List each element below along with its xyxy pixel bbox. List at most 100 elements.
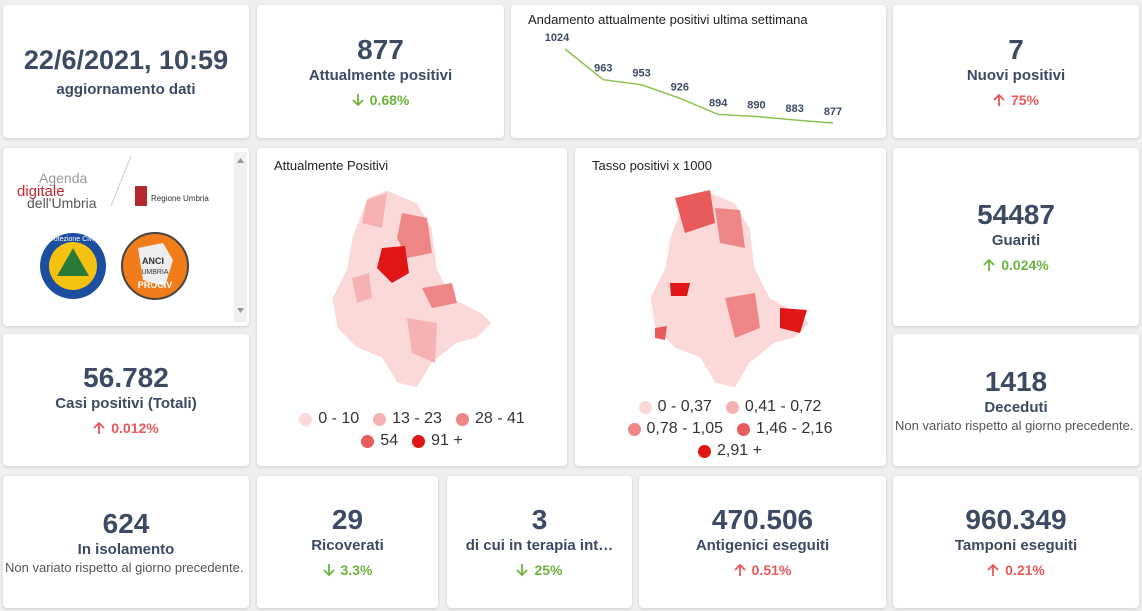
data-label: 890 [747,99,765,111]
legend-item: 2,91 + [698,442,762,460]
change-text: 0.012% [111,420,159,436]
logo-text: ANCI [142,256,164,266]
stat-value: 3 [531,504,548,535]
map-region [362,193,387,228]
map-card: Tasso positivi x 1000 0 - 0,37 0,41 - 0,7… [575,148,886,466]
legend-label: 0 - 10 [318,410,360,427]
stat-card: 1418 Deceduti Non variato rispetto al gior… [893,334,1139,466]
map-region [397,213,432,258]
legend-dot [698,444,712,458]
legend-dot [638,400,652,414]
map-title: Tasso positivi x 1000 [592,158,712,173]
stat-card: 960.349 Tamponi eseguiti 0.21% [893,476,1139,608]
stat-change: 0.68% [352,90,409,110]
legend-item: 0 - 10 [299,410,359,428]
scroll-down[interactable] [237,308,244,313]
map-region [331,189,493,389]
legend-dot [412,434,426,448]
stat-card: 470.506 Antigenici eseguiti 0.51% [639,476,886,608]
logo-text: Protezione Civile [47,236,100,243]
legend-item: 1,46 - 2,16 [737,420,833,438]
stat-label: Deceduti [984,399,1048,416]
change-text: 0.024% [1001,257,1049,273]
map [331,189,493,389]
trend-arrow [983,258,995,271]
legend-label: 91 + [431,432,463,449]
legend-label: 28 - 41 [474,410,525,427]
map [649,189,811,389]
logo-text: Agenda [39,170,87,186]
legend-item: 0,78 - 1,05 [627,420,724,438]
logo-text: Regione Umbria [151,194,209,203]
change-text: 3.3% [340,562,373,578]
stat-value: 54487 [977,199,1055,230]
logo-text: dell'Umbria [27,195,97,211]
stat-label: Casi positivi (Totali) [55,395,197,412]
anci-logo [138,243,173,286]
trend-title: Andamento attualmente positivi ultima se… [528,12,808,27]
legend-label: 1,46 - 2,16 [756,420,833,437]
data-label: 883 [786,103,804,115]
stat-value: 29 [331,504,364,535]
stat-label: Antigenici eseguiti [695,537,830,554]
arrow-shape [987,563,999,576]
trend-arrow [516,564,529,577]
stat-card: 29 Ricoverati 3.3% [257,476,438,608]
stat-value: 624 [102,508,150,539]
stat-label: Guariti [991,232,1041,249]
map-region [407,318,437,363]
legend-dot [455,412,469,426]
trend-line [564,48,834,124]
stat-value: 470.506 [711,504,814,535]
legend: 0 - 0,37 0,41 - 0,72 0,78 - 1,05 1,46 - 2,1… [610,398,850,460]
legend-label: 2,91 + [717,442,762,459]
map-region [725,293,760,338]
legend-label: 0,78 - 1,05 [646,420,724,437]
arrow-shape [322,564,335,577]
legend-dot [361,434,375,448]
trend-arrow [352,93,364,106]
stat-note: Non variato rispetto al giorno precedent… [5,560,244,575]
legend-label: 0,41 - 0,72 [744,398,822,415]
stat-change: 0.51% [734,560,792,580]
arrow-shape [983,258,995,271]
logos: Agenda digitale dell'Umbria Regione Umbr… [17,152,247,322]
data-label: 894 [709,97,728,109]
scrollbar[interactable] [234,152,247,322]
map-region [352,273,372,303]
stat-card: 877 Attualmente positivi 0.68% [257,5,504,138]
stat-label: Tamponi eseguiti [954,537,1078,554]
stat-change: 3.3% [322,560,373,580]
data-label: 877 [824,106,842,118]
change-text: 0.21% [1005,562,1045,578]
map-region [670,283,690,296]
trend-arrow [93,421,105,434]
legend-dot [299,412,313,426]
legend-label: 0 - 0,37 [657,398,712,415]
legend-item: 13 - 23 [373,410,442,428]
map-region [780,308,807,333]
change-text: 75% [1010,91,1040,108]
scroll-up[interactable] [237,158,244,163]
legend-item: 0 - 0,37 [638,398,712,416]
stat-note: Non variato rispetto al giorno precedent… [895,418,1134,433]
stat-label: Attualmente positivi [308,66,453,84]
logos-card: Agenda digitale dell'Umbria Regione Umbr… [3,148,249,326]
stat-change: 0.012% [93,418,159,438]
trend-card: Andamento attualmente positivi ultima se… [511,5,886,138]
legend-label: 13 - 23 [392,410,442,427]
logo-text: UMBRIA [141,269,169,276]
map-region [655,326,667,340]
stat-label: Ricoverati [311,537,384,554]
map-card: Attualmente Positivi 0 - 10 13 - 23 28 - 4… [257,148,567,466]
change-text: 0.51% [751,562,792,578]
stat-card: 624 In isolamento Non variato rispetto al … [3,476,249,608]
stat-value: 960.349 [965,504,1067,535]
trend-chart: Andamento attualmente positivi ultima se… [528,12,842,124]
arrow-shape [734,563,746,576]
map-region [675,190,715,233]
stat-change: 0.024% [983,255,1049,275]
stat-change: 25% [516,560,563,580]
trend-arrow [987,563,999,576]
